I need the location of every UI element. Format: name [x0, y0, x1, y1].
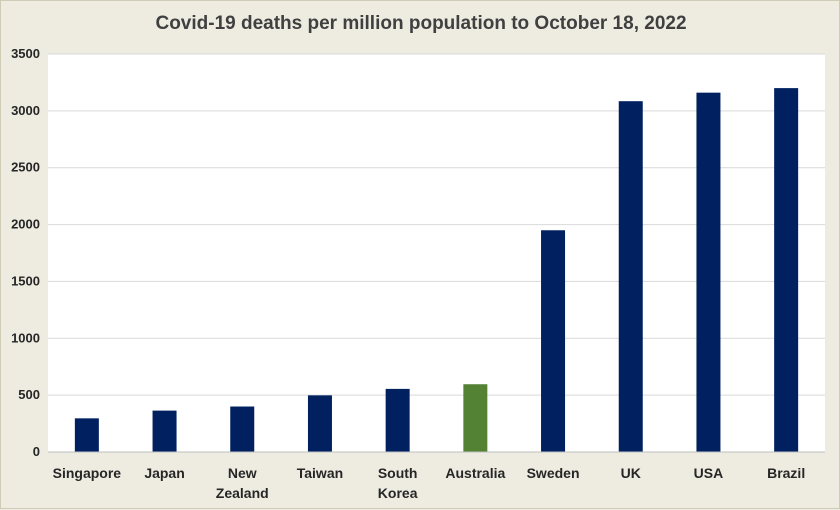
bar — [618, 101, 643, 452]
x-tick-label: Japan — [144, 465, 184, 481]
x-tick-label-line: Sweden — [527, 465, 580, 481]
y-tick-label: 2500 — [11, 160, 40, 175]
x-tick-label-line: USA — [694, 465, 724, 481]
bar — [230, 406, 255, 452]
x-tick-label-line: UK — [621, 465, 641, 481]
y-tick-label: 1500 — [11, 273, 40, 288]
bar — [152, 410, 177, 452]
x-tick-label-line: Taiwan — [297, 465, 343, 481]
x-tick-label-line: South — [378, 465, 418, 481]
bars — [74, 88, 799, 453]
y-tick-label: 1000 — [11, 330, 40, 345]
y-tick-label: 500 — [18, 387, 40, 402]
x-tick-label: Sweden — [527, 465, 580, 481]
bar — [307, 395, 332, 452]
x-tick-label: Taiwan — [297, 465, 343, 481]
plot-area — [48, 54, 825, 452]
y-tick-label: 0 — [33, 444, 40, 459]
x-tick-label-line: Brazil — [767, 465, 805, 481]
gridlines — [48, 53, 825, 396]
x-tick-label: USA — [694, 465, 724, 481]
bar — [541, 230, 566, 452]
x-tick-label: Brazil — [767, 465, 805, 481]
bar — [463, 384, 488, 452]
x-tick-label: New Zealand — [216, 465, 269, 501]
x-tick-label-line: New — [228, 465, 257, 481]
x-tick-label: Australia — [445, 465, 505, 481]
bar — [385, 388, 410, 452]
x-tick-label-line: Australia — [445, 465, 505, 481]
axes: 0 500 1000 1500 2000 2500 3000 3500 Singapore Jap… — [11, 46, 825, 501]
y-tick-label: 3500 — [11, 46, 40, 61]
x-tick-label: Singapore — [53, 465, 122, 481]
x-tick-label: UK — [621, 465, 641, 481]
x-tick-label: South Korea — [378, 465, 418, 501]
bar — [74, 418, 99, 452]
y-tick-label: 3000 — [11, 103, 40, 118]
x-tick-label-line: Korea — [378, 485, 418, 501]
bar — [774, 88, 799, 452]
bar — [696, 92, 721, 453]
chart-title: Covid-19 deaths per million population t… — [155, 13, 687, 34]
y-tick-label: 2000 — [11, 217, 40, 232]
x-tick-label-line: Japan — [144, 465, 184, 481]
x-tick-label-line: Zealand — [216, 485, 269, 501]
x-tick-label-line: Singapore — [53, 465, 122, 481]
